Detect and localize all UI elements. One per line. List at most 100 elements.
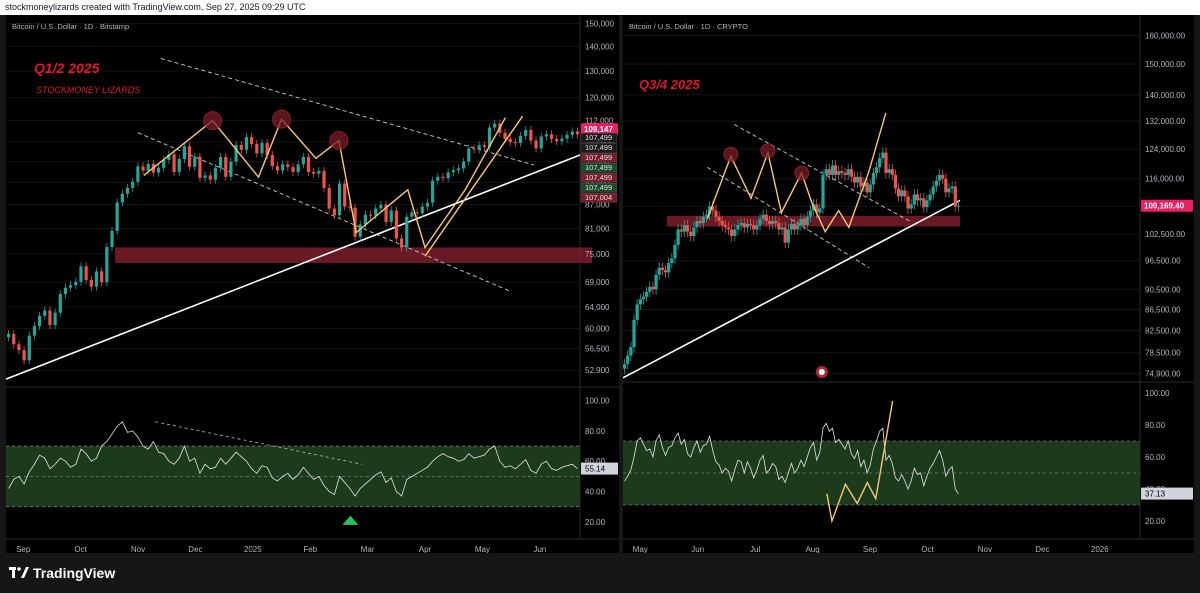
- rsi-last-badge: [581, 462, 618, 475]
- price-tick-label: 120,000: [585, 94, 614, 103]
- candle-body: [887, 169, 891, 173]
- candle-body: [270, 155, 274, 167]
- candle-body: [852, 176, 857, 183]
- candle-body: [43, 310, 47, 316]
- price-tick-label: 78,500.00: [1145, 349, 1181, 358]
- candle-body: [660, 267, 664, 271]
- chart-svg-right[interactable]: Bitcoin / U.S. Dollar · 1D · CRYPTO 74,90…: [622, 15, 1194, 554]
- candle-body: [906, 196, 910, 209]
- candle-body: [780, 227, 784, 230]
- candle-body: [893, 174, 898, 189]
- symbol-title: Bitcoin / U.S. Dollar · 1D · Bitstamp: [12, 22, 129, 31]
- rsi-tick-label: 80.00: [1145, 421, 1166, 430]
- candle-body: [714, 210, 718, 217]
- candle-body: [410, 212, 414, 217]
- candle-body: [802, 218, 806, 226]
- candle-body: [224, 157, 228, 177]
- candle-body: [689, 231, 693, 237]
- candle-body: [544, 134, 548, 137]
- candle-body: [629, 347, 633, 356]
- candle-body: [667, 263, 671, 273]
- top-marker-circle: [760, 143, 776, 159]
- candle-body: [745, 223, 750, 228]
- time-tick-label: Nov: [978, 545, 992, 553]
- price-tick-label: 130,000: [585, 67, 614, 76]
- top-marker-circle: [723, 146, 739, 162]
- candle-body: [487, 127, 492, 147]
- candle-body: [451, 170, 455, 173]
- buy-signal-arrow-icon: [342, 515, 359, 525]
- order-price-badge: [580, 142, 618, 153]
- time-tick-label: Oct: [921, 545, 934, 553]
- candle-body: [685, 225, 690, 232]
- candle-body: [748, 223, 753, 226]
- rsi-trendline: [155, 421, 362, 465]
- price-tick-label: 81,000: [585, 224, 610, 233]
- rsi-tick-label: 60.00: [585, 457, 606, 466]
- candle-body: [167, 154, 171, 161]
- candle-body: [425, 202, 430, 207]
- candle-body: [337, 183, 342, 216]
- order-price-badge: [580, 182, 618, 193]
- chart-svg-left[interactable]: Bitcoin / U.S. Dollar · 1D · Bitstamp 52,…: [5, 15, 619, 554]
- candle-body: [265, 143, 269, 156]
- candle-body: [912, 194, 916, 205]
- time-tick-label: Jun: [691, 545, 704, 553]
- candle-body: [172, 154, 176, 172]
- candle-body: [141, 166, 145, 171]
- candle-body: [493, 123, 497, 128]
- candle-body: [915, 194, 920, 201]
- rsi-projection-line: [826, 400, 894, 524]
- event-marker-dot: [818, 369, 825, 375]
- support-zone: [666, 215, 960, 227]
- candle-body: [622, 364, 627, 369]
- candle-body: [327, 187, 331, 209]
- candle-body: [555, 138, 559, 142]
- rising-trendline: [622, 199, 961, 379]
- candle-body: [343, 183, 347, 207]
- candle-body: [626, 355, 630, 365]
- candle-body: [840, 171, 844, 173]
- order-price-badge: [580, 172, 618, 183]
- time-tick-label: 2026: [1091, 545, 1109, 553]
- candle-body: [275, 166, 280, 171]
- candle-body: [446, 172, 450, 179]
- candle-body: [673, 244, 677, 259]
- candle-body: [405, 216, 409, 248]
- candle-body: [793, 223, 797, 230]
- candle-body: [306, 157, 311, 172]
- candle-body: [136, 166, 140, 182]
- candle-body: [110, 230, 114, 248]
- candle-body: [953, 186, 957, 207]
- order-price-label: 107,499: [585, 173, 612, 182]
- tradingview-brand[interactable]: TradingView: [33, 565, 116, 581]
- time-tick-label: Dec: [1035, 545, 1049, 553]
- candle-body: [53, 312, 57, 326]
- order-price-label: 107,499: [585, 153, 612, 162]
- candle-body: [379, 204, 383, 209]
- candle-body: [420, 206, 424, 214]
- candle-body: [250, 137, 254, 145]
- candle-body: [638, 299, 642, 305]
- candle-body: [125, 187, 130, 194]
- rising-trendline: [5, 154, 581, 380]
- candle-body: [925, 200, 929, 208]
- chart-pane-left[interactable]: Bitcoin / U.S. Dollar · 1D · Bitstamp 52,…: [5, 15, 619, 554]
- chart-pane-right[interactable]: Bitcoin / U.S. Dollar · 1D · CRYPTO 74,90…: [622, 15, 1194, 554]
- candle-body: [508, 138, 512, 143]
- candle-body: [575, 131, 580, 135]
- candle-body: [213, 168, 218, 180]
- candle-body: [312, 171, 316, 174]
- candle-body: [849, 169, 853, 177]
- candle-body: [764, 214, 768, 221]
- header-bar: stockmoneylizards created with TradingVi…: [0, 0, 1200, 15]
- candle-body: [296, 164, 300, 172]
- candle-body: [777, 223, 781, 230]
- candle-body: [635, 304, 639, 320]
- period-annotation: Q1/2 2025: [34, 60, 100, 76]
- price-tick-label: 132,000.00: [1145, 117, 1186, 126]
- candle-body: [368, 214, 373, 216]
- rsi-last-badge: [1141, 487, 1193, 500]
- candle-body: [146, 164, 150, 171]
- candle-body: [156, 167, 161, 173]
